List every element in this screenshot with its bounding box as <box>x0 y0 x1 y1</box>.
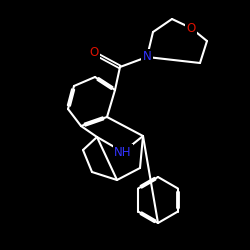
Text: N: N <box>142 50 152 64</box>
Text: O: O <box>90 46 98 60</box>
Text: NH: NH <box>114 146 132 158</box>
Text: O: O <box>186 22 196 35</box>
